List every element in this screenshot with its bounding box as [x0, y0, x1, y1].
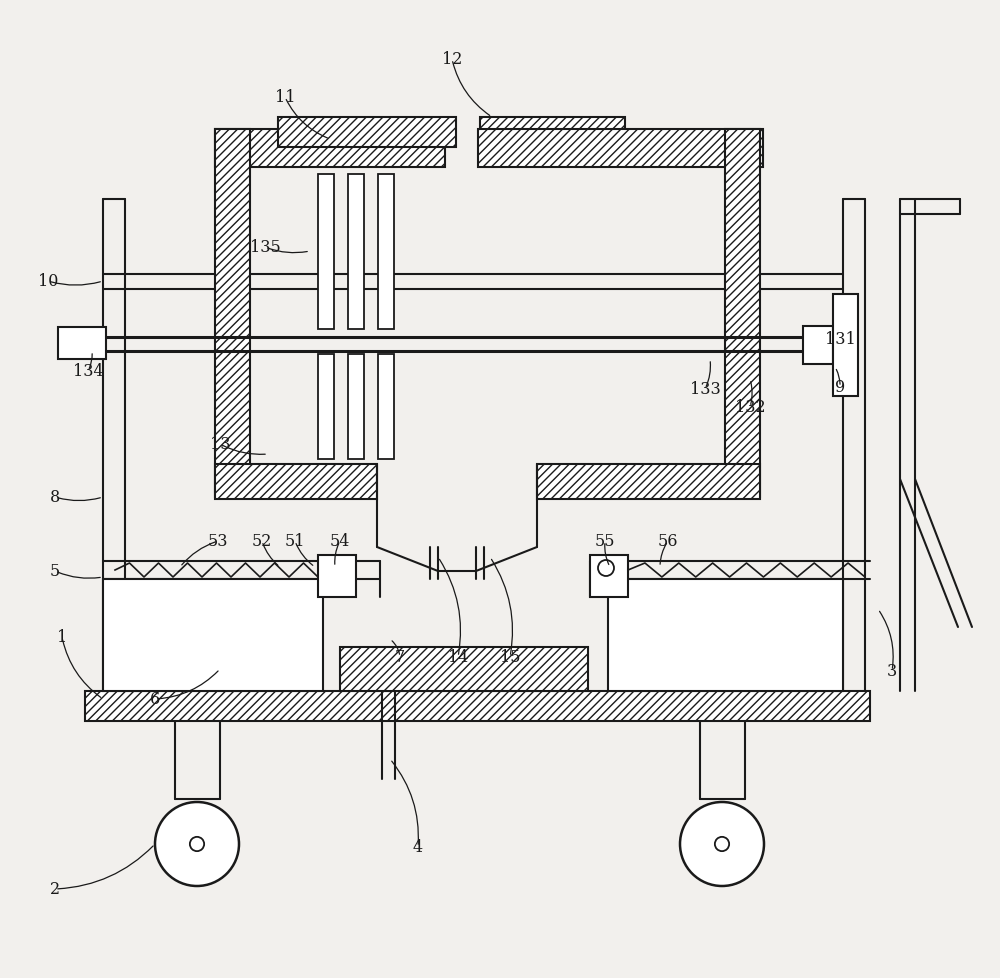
Text: 12: 12	[442, 52, 462, 68]
Text: 53: 53	[208, 533, 228, 550]
Bar	[378, 175, 394, 330]
Text: 54: 54	[330, 533, 350, 550]
Bar	[103, 579, 323, 691]
Text: 7: 7	[395, 648, 405, 666]
Text: 14: 14	[448, 648, 468, 666]
Text: 4: 4	[413, 839, 423, 856]
Text: 9: 9	[835, 379, 845, 396]
Bar	[340, 647, 588, 691]
Bar	[348, 355, 364, 460]
Bar	[480, 118, 625, 148]
Text: 131: 131	[825, 332, 855, 348]
Circle shape	[598, 560, 614, 576]
Text: 52: 52	[252, 533, 272, 550]
Text: 55: 55	[595, 533, 615, 550]
Bar	[318, 355, 334, 460]
Text: 1: 1	[57, 629, 67, 645]
Bar	[725, 130, 760, 498]
Text: 8: 8	[50, 489, 60, 506]
Text: 15: 15	[500, 648, 520, 666]
Text: 5: 5	[50, 563, 60, 580]
Text: 134: 134	[73, 363, 103, 380]
Bar	[318, 556, 356, 598]
Text: 135: 135	[250, 240, 280, 256]
Bar	[833, 294, 858, 397]
Circle shape	[715, 837, 729, 851]
Bar	[378, 355, 394, 460]
Text: 51: 51	[285, 533, 305, 550]
Text: 132: 132	[735, 399, 765, 416]
Circle shape	[680, 802, 764, 886]
Bar	[537, 465, 760, 500]
Bar	[58, 328, 106, 360]
Text: 11: 11	[275, 89, 295, 107]
Bar	[215, 130, 250, 498]
Bar	[215, 465, 377, 500]
Bar	[608, 579, 843, 691]
Bar	[215, 130, 445, 168]
Bar	[348, 175, 364, 330]
Text: 10: 10	[38, 273, 58, 290]
Circle shape	[190, 837, 204, 851]
Text: 133: 133	[690, 381, 720, 398]
Text: 2: 2	[50, 880, 60, 898]
Bar	[803, 327, 833, 365]
Bar	[278, 118, 456, 148]
Bar	[478, 130, 763, 168]
Text: 6: 6	[150, 690, 160, 708]
Text: 56: 56	[658, 533, 678, 550]
Bar	[85, 691, 870, 721]
Bar	[590, 556, 628, 598]
Text: 3: 3	[887, 663, 897, 680]
Text: 13: 13	[210, 436, 230, 453]
Circle shape	[155, 802, 239, 886]
Bar	[318, 175, 334, 330]
